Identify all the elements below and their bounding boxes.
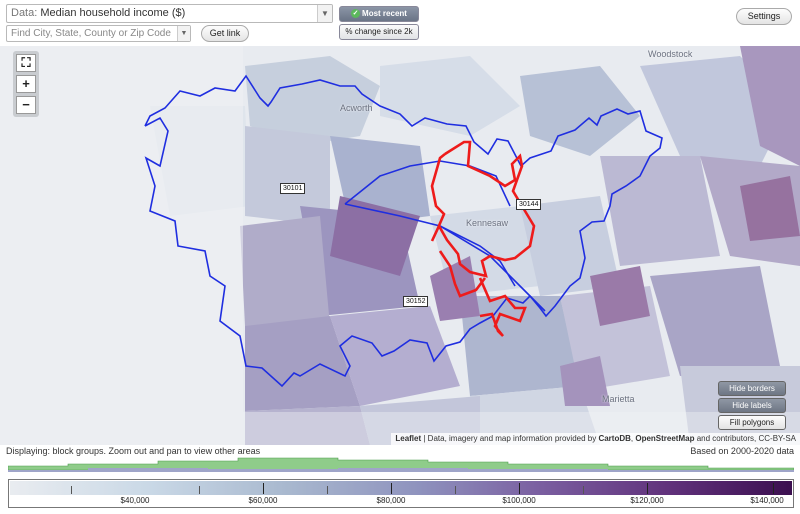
get-link-button[interactable]: Get link xyxy=(201,25,249,42)
place-label-kennesaw: Kennesaw xyxy=(466,218,509,228)
top-toolbar: Data: Median household income ($) ▼ Find… xyxy=(0,0,800,46)
check-icon: ✓ xyxy=(351,9,361,19)
find-location-placeholder: Find City, State, County or Zip Code xyxy=(11,28,171,39)
hide-borders-button[interactable]: Hide borders xyxy=(718,381,786,396)
chevron-down-icon[interactable]: ▼ xyxy=(317,5,332,22)
scale-tick xyxy=(455,486,456,494)
most-recent-value-toggle[interactable]: ✓Most recent value xyxy=(339,6,419,32)
cartodb-link[interactable]: CartoDB xyxy=(598,434,631,443)
histogram-recent xyxy=(8,457,794,471)
zip-label-30101[interactable]: 30101 xyxy=(280,183,306,194)
data-select-prefix: Data: xyxy=(11,7,38,19)
settings-button[interactable]: Settings xyxy=(736,8,792,25)
scale-label-120000: $120,000 xyxy=(630,496,664,505)
percent-change-toggle[interactable]: % change since 2k xyxy=(339,24,419,40)
zoom-in-button[interactable]: + xyxy=(16,75,36,93)
chevron-down-icon[interactable]: ▼ xyxy=(177,26,190,41)
scale-tick xyxy=(647,483,648,494)
zip-label-30144[interactable]: 30144 xyxy=(516,199,542,210)
scale-tick xyxy=(519,483,520,494)
data-select[interactable]: Data: Median household income ($) ▼ xyxy=(6,4,333,23)
find-location-input[interactable]: Find City, State, County or Zip Code ▼ xyxy=(6,25,191,42)
fill-polygons-button[interactable]: Fill polygons xyxy=(718,415,786,430)
scale-tick xyxy=(391,483,392,494)
value-histogram xyxy=(8,457,794,472)
map-area[interactable]: ⛶ + − Woodstock Acworth Kennesaw Mariett… xyxy=(0,46,800,445)
place-label-marietta: Marietta xyxy=(602,394,635,404)
scale-tick xyxy=(773,483,774,494)
data-select-value: Median household income ($) xyxy=(40,7,186,19)
display-status: Displaying: block groups. Zoom out and p… xyxy=(6,446,261,456)
zip-label-30152[interactable]: 30152 xyxy=(403,296,429,307)
scale-label-80000: $80,000 xyxy=(376,496,406,505)
scale-tick xyxy=(199,486,200,494)
scale-label-140000: $140,000 xyxy=(750,496,784,505)
openstreetmap-link[interactable]: OpenStreetMap xyxy=(635,434,695,443)
data-basis-note: Based on 2000-2020 data xyxy=(690,446,794,456)
fullscreen-button[interactable]: ⛶ xyxy=(16,54,36,72)
attribution-text-3: and contributors, CC-BY-SA xyxy=(694,434,796,443)
scale-label-60000: $60,000 xyxy=(248,496,278,505)
hide-labels-button[interactable]: Hide labels xyxy=(718,398,786,413)
map-canvas[interactable] xyxy=(0,46,800,445)
leaflet-link[interactable]: Leaflet xyxy=(395,434,422,443)
scale-tick xyxy=(327,486,328,494)
scale-tick xyxy=(263,483,264,494)
scale-label-40000: $40,000 xyxy=(120,496,150,505)
block-group-shading xyxy=(0,46,800,445)
place-label-acworth: Acworth xyxy=(340,103,373,113)
scale-label-100000: $100,000 xyxy=(502,496,536,505)
attribution-text-1: | Data, imagery and map information prov… xyxy=(421,434,599,443)
city-boundary xyxy=(430,140,536,337)
color-scale: $40,000 $60,000 $80,000 $100,000 $120,00… xyxy=(8,479,794,508)
zoom-control: ⛶ + − xyxy=(13,51,39,117)
attribution-text-2: , xyxy=(630,434,636,443)
place-label-woodstock: Woodstock xyxy=(648,49,693,59)
histogram-previous xyxy=(8,468,794,472)
zoom-out-button[interactable]: − xyxy=(16,96,36,114)
map-attribution: Leaflet | Data, imagery and map informat… xyxy=(391,433,800,445)
scale-tick xyxy=(71,486,72,494)
color-scale-bar xyxy=(10,481,792,495)
scale-tick xyxy=(583,486,584,494)
